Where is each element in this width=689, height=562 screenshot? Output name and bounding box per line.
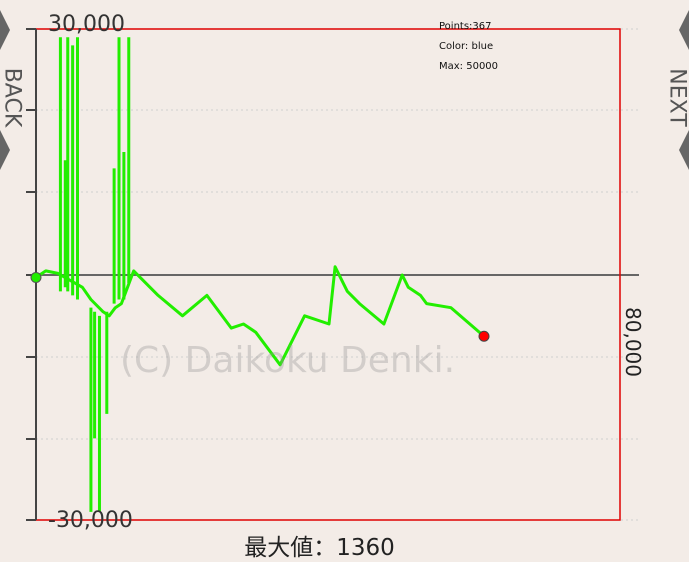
y-tick-label-top: 30,000 (48, 12, 125, 37)
info-points: Points:367 (439, 21, 492, 32)
info-color: Color: blue (439, 41, 493, 52)
right-axis-label: 80,000 (621, 307, 645, 377)
start-marker (31, 272, 41, 282)
back-label: BACK (0, 64, 25, 132)
next-button[interactable]: NEXT (667, 0, 689, 190)
next-label: NEXT (665, 64, 689, 132)
watermark-text: (C) Daikoku Denki. (120, 340, 455, 381)
max-value-label: 最大値：1360 (0, 528, 639, 562)
end-marker (479, 331, 489, 341)
info-max: Max: 50000 (439, 61, 498, 72)
back-button[interactable]: BACK (0, 0, 22, 190)
